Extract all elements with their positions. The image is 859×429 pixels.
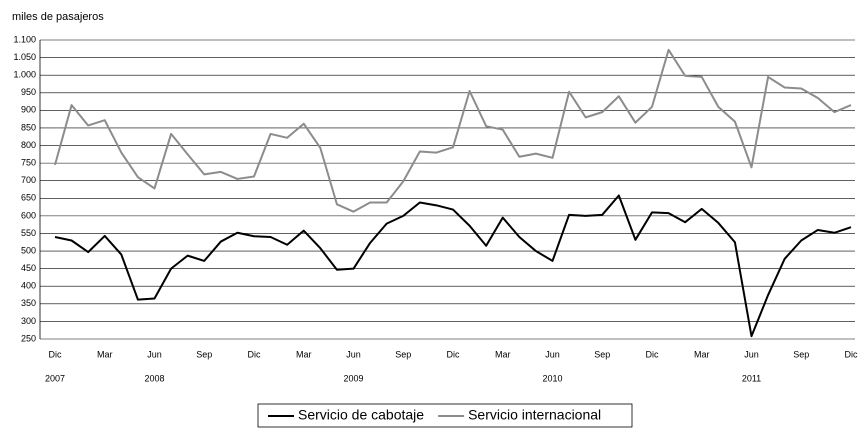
x-tick-label: Mar [495, 349, 511, 359]
y-tick-label: 1.100 [13, 34, 36, 44]
y-tick-label: 500 [21, 245, 36, 255]
x-tick-label: Mar [296, 349, 312, 359]
legend-label: Servicio internacional [468, 407, 601, 423]
x-tick-label: Sep [594, 349, 610, 359]
y-tick-label: 450 [21, 263, 36, 273]
x-tick-label: Sep [196, 349, 212, 359]
x-tick-label: Sep [793, 349, 809, 359]
y-tick-label: 850 [21, 122, 36, 132]
x-tick-label: Dic [248, 349, 261, 359]
x-tick-label: Dic [845, 349, 858, 359]
year-label: 2011 [742, 373, 761, 383]
x-tick-label: Jun [744, 349, 759, 359]
y-tick-label: 250 [21, 333, 36, 343]
year-label: 2007 [45, 373, 65, 383]
legend: Servicio de cabotaje Servicio internacion… [257, 403, 633, 428]
year-label: 2010 [542, 373, 562, 383]
x-tick-label: Dic [49, 349, 62, 359]
y-tick-label: 400 [21, 281, 36, 291]
x-tick-label: Jun [545, 349, 560, 359]
y-tick-label: 550 [21, 228, 36, 238]
series-line [54, 194, 852, 338]
y-tick-label: 600 [21, 210, 36, 220]
x-tick-label: Jun [346, 349, 361, 359]
year-label: 2008 [144, 373, 164, 383]
y-tick-label: 750 [21, 157, 36, 167]
y-tick-label: 950 [21, 87, 36, 97]
x-tick-label: Dic [646, 349, 659, 359]
y-tick-label: 800 [21, 140, 36, 150]
legend-label: Servicio de cabotaje [298, 407, 424, 423]
y-tick-label: 1.000 [13, 70, 36, 80]
year-label: 2009 [343, 373, 363, 383]
x-tick-label: Sep [395, 349, 411, 359]
chart-title: miles de pasajeros [12, 11, 104, 23]
y-tick-label: 700 [21, 175, 36, 185]
y-tick-label: 1.050 [13, 52, 36, 62]
y-tick-label: 650 [21, 193, 36, 203]
y-tick-label: 900 [21, 105, 36, 115]
x-tick-label: Mar [97, 349, 113, 359]
y-tick-label: 350 [21, 298, 36, 308]
x-tick-label: Dic [447, 349, 460, 359]
x-tick-label: Jun [147, 349, 162, 359]
y-tick-label: 300 [21, 316, 36, 326]
x-tick-label: Mar [694, 349, 710, 359]
series-line [54, 48, 852, 213]
